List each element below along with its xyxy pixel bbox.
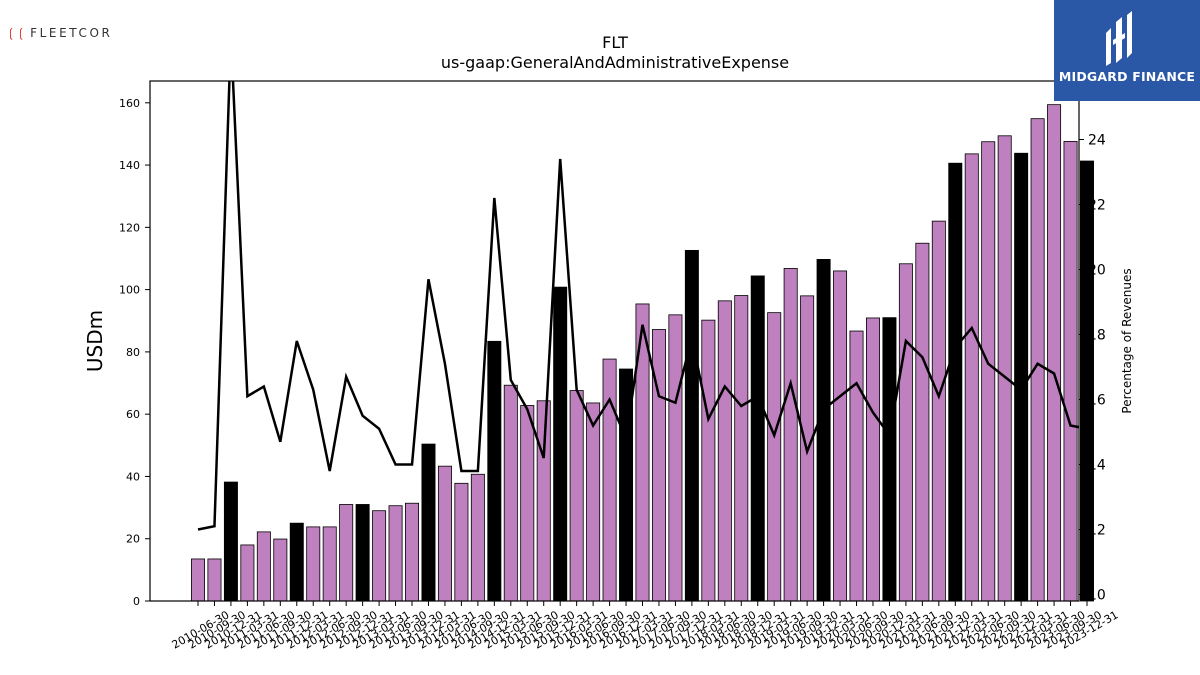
y-tick-label: 0 (133, 595, 140, 608)
bar-quarter (569, 390, 584, 602)
y-tick-label: 40 (126, 470, 140, 483)
fleetcor-mark-icon: ❲❲ (6, 26, 27, 40)
y2-tick-label: 10 (1088, 588, 1106, 604)
bar-quarter (191, 558, 205, 602)
bar-annual (882, 317, 897, 602)
bar-quarter (931, 220, 946, 602)
y-tick-label: 80 (126, 346, 140, 359)
percentage-line (197, 81, 1079, 531)
bar-quarter (586, 402, 601, 602)
midgard-logo-mark (1106, 11, 1132, 66)
bar-quarter (701, 319, 716, 602)
bar-quarter (520, 405, 535, 602)
bar-annual (223, 481, 238, 602)
midgard-finance-logo: MIDGARD FINANCE (1054, 0, 1200, 101)
bar-annual (816, 259, 831, 602)
bar-quarter (454, 482, 469, 602)
bar-quarter (503, 384, 518, 602)
bar-annual (1014, 152, 1029, 602)
bar-quarter (734, 295, 749, 602)
y2-tick-label: 22 (1088, 198, 1106, 214)
y-tick-label: 120 (119, 221, 140, 234)
y-tick-label: 160 (119, 97, 140, 110)
bar-quarter (964, 153, 979, 602)
fleetcor-logo: ❲❲ FLEETCOR (6, 27, 112, 39)
line-layer (197, 81, 1079, 531)
bar-annual (750, 275, 765, 602)
bar-quarter (866, 317, 880, 602)
bar-quarter (240, 544, 255, 602)
chart-title: FLT (602, 33, 628, 52)
y-axis-label: USDm (83, 310, 107, 372)
y-tick-label: 140 (119, 159, 140, 172)
y2-tick-label: 24 (1088, 133, 1106, 149)
midgard-logo-text: MIDGARD FINANCE (1058, 69, 1196, 84)
bar-quarter (388, 505, 403, 602)
bar-quarter (536, 400, 551, 602)
y-tick-label: 20 (126, 533, 140, 546)
axes: 0204060801001201401601012141618202224201… (119, 80, 1121, 652)
bar-annual (487, 340, 502, 602)
bar-quarter (783, 268, 798, 602)
bar-quarter (437, 465, 452, 602)
bar-annual (948, 162, 963, 602)
y2-tick-label: 20 (1088, 263, 1106, 279)
bar-quarter (717, 300, 732, 602)
y2-tick-label: 18 (1088, 328, 1106, 344)
bar-quarter (306, 526, 321, 602)
bar-quarter (651, 329, 666, 602)
bar-quarter (898, 263, 913, 602)
bar-quarter (256, 531, 271, 602)
y2-tick-label: 14 (1088, 458, 1106, 474)
bar-quarter (207, 558, 222, 602)
y2-axis-label: Percentage of Revenues (1120, 268, 1134, 413)
bar-quarter (470, 473, 485, 602)
bar-annual (684, 249, 699, 602)
fleetcor-logo-text: FLEETCOR (30, 26, 113, 40)
bar-quarter (372, 510, 387, 602)
bar-quarter (915, 242, 930, 602)
y-tick-label: 60 (126, 408, 140, 421)
bar-quarter (849, 330, 864, 602)
bar-quarter (833, 270, 848, 602)
bar-annual (421, 443, 436, 602)
y2-tick-label: 12 (1088, 523, 1106, 539)
bar-quarter (602, 358, 617, 602)
bar-quarter (668, 314, 683, 602)
bar-quarter (997, 135, 1012, 602)
bar-quarter (405, 502, 419, 602)
plot-frame (149, 80, 1080, 602)
bar-quarter (1047, 104, 1062, 602)
bar-quarter (1030, 118, 1045, 602)
chart-subtitle: us-gaap:GeneralAndAdministrativeExpense (441, 53, 789, 72)
bar-quarter (273, 538, 288, 602)
bar-annual (289, 522, 304, 602)
y2-tick-label: 16 (1088, 393, 1106, 409)
bar-quarter (767, 312, 782, 602)
bar-group (191, 104, 1094, 602)
bar-annual (355, 504, 370, 602)
bar-quarter (322, 526, 337, 602)
bar-annual (553, 286, 568, 602)
y-tick-label: 100 (119, 284, 140, 297)
bar-quarter (339, 504, 354, 602)
bar-quarter (981, 141, 996, 602)
midgard-logo-icon (1054, 0, 1200, 101)
bar-quarter (1063, 141, 1078, 602)
